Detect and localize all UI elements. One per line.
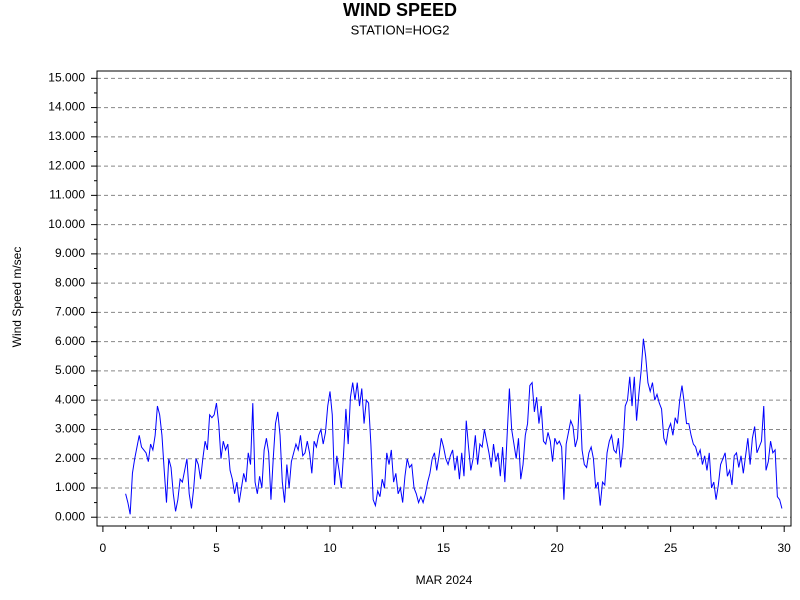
y-tick-label: 14.000 — [48, 100, 85, 114]
y-tick-label: 8.000 — [55, 275, 85, 289]
y-tick-label: 4.000 — [55, 392, 85, 406]
y-tick-label: 13.000 — [48, 129, 85, 143]
y-tick-label: 5.000 — [55, 363, 85, 377]
y-tick-label: 2.000 — [55, 451, 85, 465]
x-axis-label: MAR 2024 — [416, 573, 473, 587]
x-tick-label: 10 — [323, 541, 337, 555]
y-tick-label: 15.000 — [48, 70, 85, 84]
plot-frame — [96, 70, 792, 527]
x-tick-label: 20 — [550, 541, 564, 555]
y-tick-label: 9.000 — [55, 246, 85, 260]
chart-title: WIND SPEED — [343, 0, 457, 20]
y-tick-label: 6.000 — [55, 334, 85, 348]
y-tick-label: 7.000 — [55, 305, 85, 319]
x-tick-label: 30 — [778, 541, 792, 555]
x-tick-label: 15 — [437, 541, 451, 555]
y-tick-label: 1.000 — [55, 480, 85, 494]
x-tick-label: 5 — [213, 541, 220, 555]
x-tick-label: 25 — [664, 541, 678, 555]
chart-subtitle: STATION=HOG2 — [351, 22, 450, 37]
y-tick-label: 11.000 — [49, 188, 85, 202]
y-tick-label: 3.000 — [55, 422, 85, 436]
y-tick-label: 12.000 — [48, 158, 85, 172]
y-tick-label: 0.000 — [55, 509, 85, 523]
x-tick-label: 0 — [100, 541, 107, 555]
y-axis-label: Wind Speed m/sec — [10, 247, 24, 348]
wind-speed-line — [125, 338, 783, 515]
y-tick-label: 10.000 — [48, 217, 85, 231]
